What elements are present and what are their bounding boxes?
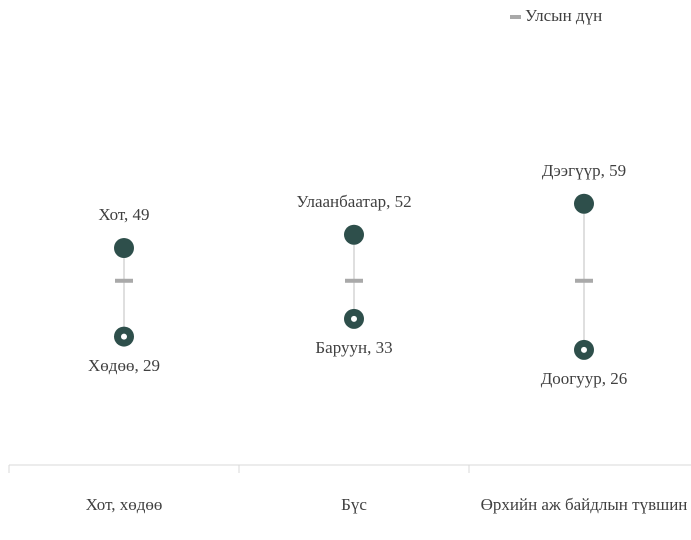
data-label: Улаанбаатар, 52 bbox=[296, 191, 412, 211]
data-label: Баруун, 33 bbox=[315, 337, 393, 357]
average-mark bbox=[575, 278, 593, 283]
x-tick-label: Өрхийн аж байдлын түвшин bbox=[480, 495, 688, 514]
high-dot bbox=[574, 193, 594, 214]
x-tick-label: Хот, хөдөө bbox=[85, 495, 163, 514]
low-dot-center bbox=[121, 333, 127, 340]
average-mark bbox=[345, 278, 363, 283]
legend-swatch bbox=[510, 15, 521, 19]
x-tick-label: Бүс bbox=[341, 495, 367, 514]
average-mark bbox=[115, 278, 133, 283]
low-dot-center bbox=[581, 346, 587, 353]
legend-label: Улсын дүн bbox=[525, 6, 602, 25]
data-label: Доогуур, 26 bbox=[540, 368, 628, 388]
data-label: Хот, 49 bbox=[98, 205, 150, 224]
data-label: Хөдөө, 29 bbox=[88, 355, 160, 375]
low-dot-center bbox=[351, 315, 357, 322]
high-dot bbox=[114, 238, 134, 258]
high-dot bbox=[344, 224, 364, 245]
data-label: Дээгүүр, 59 bbox=[541, 160, 627, 180]
